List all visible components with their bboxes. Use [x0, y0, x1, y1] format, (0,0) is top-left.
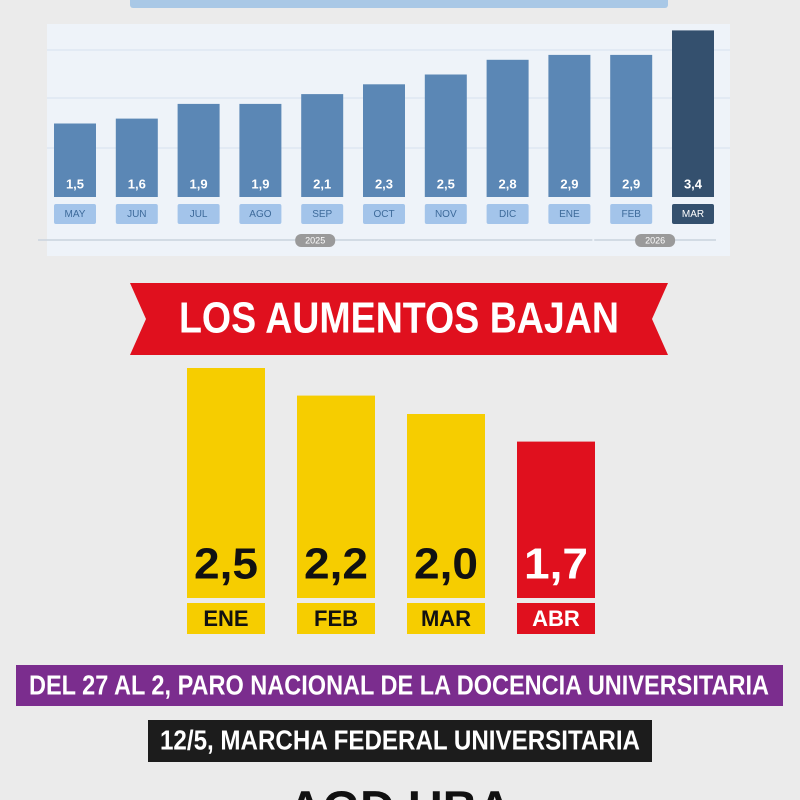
- banner-box: [148, 720, 652, 762]
- value-label: 2,1: [313, 176, 331, 191]
- value-label: 3,4: [684, 176, 703, 191]
- banner-text: DEL 27 AL 2, PARO NACIONAL DE LA DOCENCI…: [29, 669, 769, 700]
- value-label: 2,0: [414, 540, 478, 589]
- banner-text: 12/5, MARCHA FEDERAL UNIVERSITARIA: [160, 724, 640, 755]
- value-label: 2,3: [375, 176, 393, 191]
- value-label: 1,9: [251, 176, 269, 191]
- value-label: 2,5: [437, 176, 455, 191]
- bar: [297, 395, 375, 598]
- x-tick-label: MAR: [421, 606, 471, 631]
- value-label: 1,6: [128, 176, 146, 191]
- x-tick-label: OCT: [373, 209, 394, 220]
- x-tick-label: MAR: [682, 209, 704, 220]
- bar: [115, 118, 158, 197]
- category-box: [177, 204, 220, 224]
- bar: [672, 30, 714, 198]
- x-tick-label: JUN: [127, 209, 146, 220]
- value-label: 2,9: [560, 176, 578, 191]
- bar: [407, 414, 485, 598]
- x-tick-label: ENE: [559, 209, 580, 220]
- x-tick-label: SEP: [312, 209, 332, 220]
- group-pill: [295, 234, 336, 247]
- category-box: [363, 204, 405, 224]
- x-tick-label: FEB: [621, 209, 641, 220]
- value-label: 1,7: [524, 540, 588, 589]
- category-box: [486, 204, 529, 224]
- x-tick-label: MAY: [65, 209, 86, 220]
- group-label: 2025: [305, 235, 325, 245]
- bar: [610, 54, 653, 198]
- value-label: 1,5: [66, 176, 84, 191]
- category-box: [407, 603, 485, 634]
- value-label: 2,5: [194, 540, 258, 589]
- category-box: [672, 204, 714, 224]
- category-box: [115, 204, 158, 224]
- category-box: [424, 204, 467, 224]
- bar: [54, 123, 96, 197]
- x-tick-label: AGO: [249, 209, 271, 220]
- bar: [517, 441, 595, 598]
- category-box: [54, 204, 96, 224]
- x-tick-label: ENE: [203, 606, 248, 631]
- x-tick-label: DIC: [499, 209, 516, 220]
- x-tick-label: FEB: [314, 606, 358, 631]
- category-box: [187, 603, 265, 634]
- category-box: [610, 204, 653, 224]
- x-tick-label: NOV: [435, 209, 457, 220]
- banner-box: [16, 665, 783, 706]
- title-ribbon: [130, 283, 668, 355]
- category-box: [548, 204, 591, 224]
- bar: [486, 59, 529, 197]
- category-box: [297, 603, 375, 634]
- value-label: 1,9: [190, 176, 208, 191]
- bar: [424, 74, 467, 197]
- value-label: 2,9: [622, 176, 640, 191]
- group-label: 2026: [645, 235, 665, 245]
- bar: [548, 54, 591, 198]
- category-box: [517, 603, 595, 634]
- value-label: 2,2: [304, 540, 368, 589]
- x-tick-label: ABR: [532, 606, 580, 631]
- bar: [239, 103, 282, 197]
- category-box: [239, 204, 282, 224]
- bar: [363, 84, 405, 197]
- group-pill: [635, 234, 676, 247]
- x-tick-label: JUL: [190, 209, 208, 220]
- bar: [177, 103, 220, 197]
- category-box: [301, 204, 344, 224]
- value-label: 2,8: [499, 176, 517, 191]
- logo: AGD UBA: [288, 783, 512, 800]
- chart-title: LOS AUMENTOS BAJAN: [179, 294, 619, 343]
- bar: [187, 368, 265, 598]
- top-banner: [130, 0, 668, 8]
- bar: [301, 94, 344, 197]
